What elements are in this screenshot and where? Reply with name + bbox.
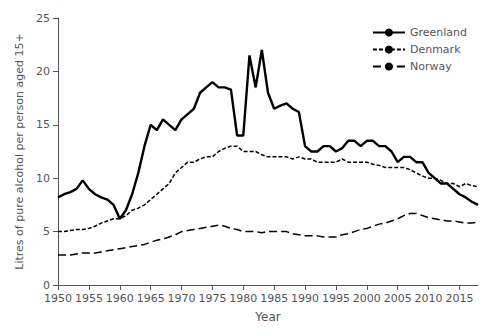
svg-text:1980: 1980: [229, 292, 257, 305]
svg-text:2005: 2005: [384, 292, 412, 305]
svg-text:25: 25: [36, 12, 50, 25]
svg-text:1990: 1990: [291, 292, 319, 305]
svg-text:1970: 1970: [168, 292, 196, 305]
svg-text:1975: 1975: [198, 292, 226, 305]
svg-text:10: 10: [36, 172, 50, 185]
svg-text:2015: 2015: [445, 292, 473, 305]
svg-text:1955: 1955: [75, 292, 103, 305]
svg-text:Year: Year: [254, 310, 280, 324]
svg-text:Litres of pure alcohol per per: Litres of pure alcohol per person aged 1…: [13, 33, 26, 269]
svg-text:Denmark: Denmark: [410, 43, 461, 56]
svg-text:2010: 2010: [415, 292, 443, 305]
svg-text:1985: 1985: [260, 292, 288, 305]
svg-text:20: 20: [36, 65, 50, 78]
svg-text:1965: 1965: [137, 292, 165, 305]
svg-text:5: 5: [43, 225, 50, 238]
svg-text:0: 0: [43, 279, 50, 292]
svg-text:Greenland: Greenland: [410, 26, 467, 39]
svg-text:1960: 1960: [106, 292, 134, 305]
svg-text:1995: 1995: [322, 292, 350, 305]
svg-text:2000: 2000: [353, 292, 381, 305]
svg-text:1950: 1950: [44, 292, 72, 305]
svg-text:15: 15: [36, 118, 50, 131]
svg-text:Norway: Norway: [410, 60, 452, 73]
